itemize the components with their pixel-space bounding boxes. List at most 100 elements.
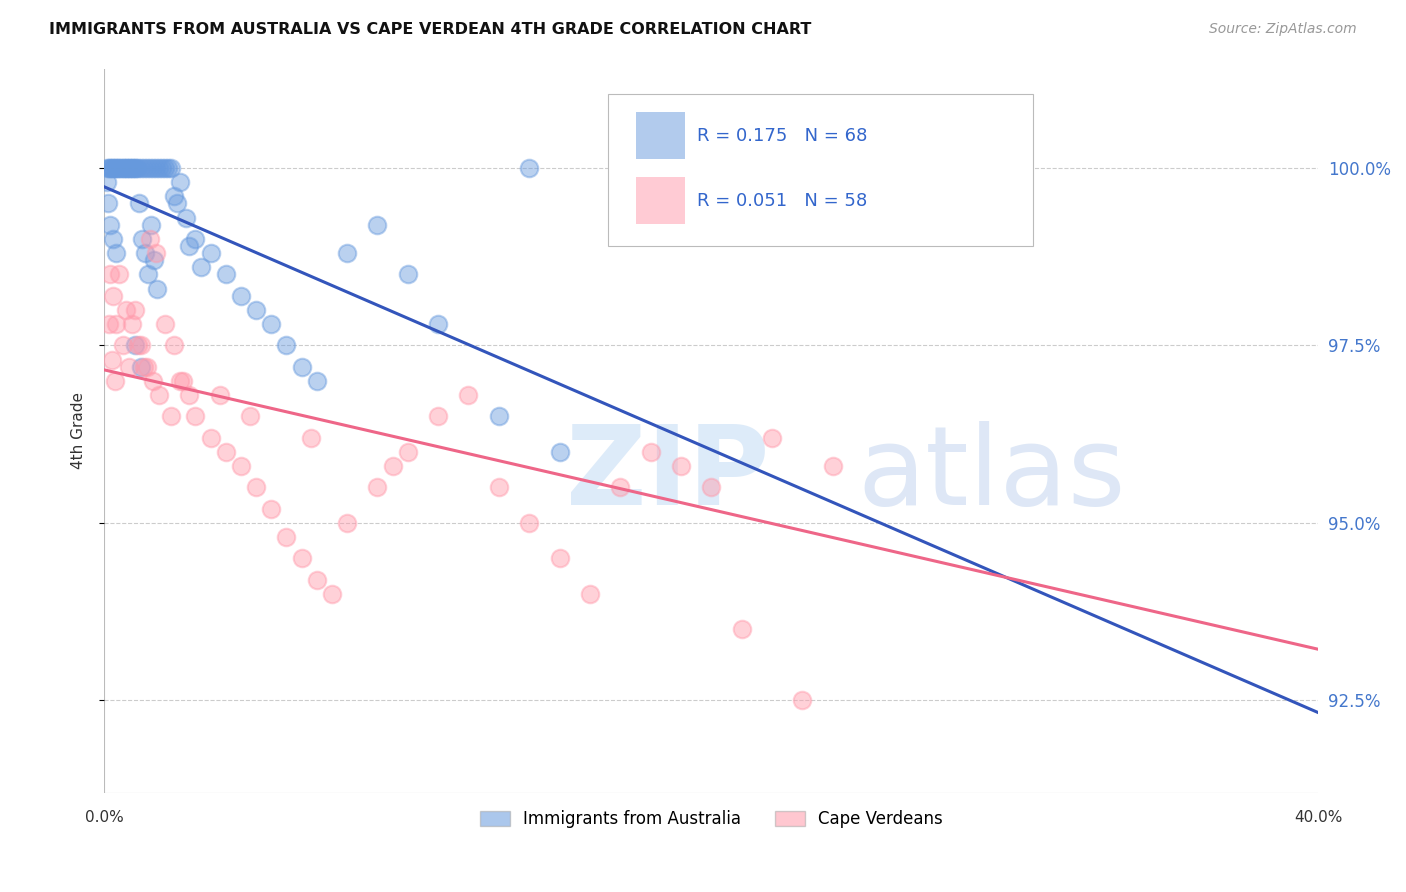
- Text: atlas: atlas: [858, 420, 1125, 527]
- Point: [111, 161, 134, 175]
- Point: [103, 289, 125, 303]
- Point: [488, 480, 510, 494]
- Point: [129, 359, 152, 374]
- Point: [160, 409, 183, 424]
- Point: [146, 282, 169, 296]
- Point: [457, 388, 479, 402]
- Point: [299, 431, 322, 445]
- Point: [96, 175, 118, 189]
- Point: [132, 161, 155, 175]
- Point: [135, 161, 157, 175]
- Point: [366, 480, 388, 494]
- Point: [97, 317, 120, 331]
- Point: [548, 551, 571, 566]
- Point: [640, 445, 662, 459]
- Point: [111, 338, 134, 352]
- Point: [700, 480, 723, 494]
- Point: [517, 516, 540, 530]
- Point: [117, 359, 139, 374]
- Point: [579, 587, 602, 601]
- Point: [336, 516, 359, 530]
- FancyBboxPatch shape: [609, 94, 1033, 246]
- Point: [135, 359, 157, 374]
- Point: [127, 338, 149, 352]
- Point: [381, 459, 404, 474]
- Y-axis label: 4th Grade: 4th Grade: [72, 392, 86, 469]
- Point: [609, 480, 631, 494]
- Point: [730, 623, 752, 637]
- Text: Source: ZipAtlas.com: Source: ZipAtlas.com: [1209, 22, 1357, 37]
- Point: [98, 161, 121, 175]
- Point: [132, 359, 155, 374]
- Point: [184, 232, 207, 246]
- Point: [912, 161, 935, 175]
- Point: [260, 317, 283, 331]
- Point: [396, 268, 419, 282]
- Point: [190, 260, 212, 275]
- Point: [517, 161, 540, 175]
- Bar: [636, 112, 685, 159]
- Point: [174, 211, 197, 225]
- Point: [142, 161, 165, 175]
- Point: [276, 338, 298, 352]
- Point: [200, 246, 222, 260]
- Point: [160, 161, 183, 175]
- Point: [134, 246, 156, 260]
- Point: [114, 161, 136, 175]
- Point: [104, 374, 127, 388]
- Point: [761, 431, 783, 445]
- Point: [101, 352, 124, 367]
- Point: [488, 409, 510, 424]
- Point: [153, 161, 176, 175]
- Point: [208, 388, 231, 402]
- Text: 0.0%: 0.0%: [84, 811, 124, 825]
- Text: R = 0.175   N = 68: R = 0.175 N = 68: [697, 127, 868, 145]
- Point: [101, 161, 124, 175]
- Point: [98, 218, 121, 232]
- Point: [115, 161, 138, 175]
- Point: [104, 161, 127, 175]
- Point: [305, 374, 328, 388]
- Bar: [636, 178, 685, 224]
- Text: 40.0%: 40.0%: [1294, 811, 1343, 825]
- Point: [101, 232, 124, 246]
- Point: [117, 161, 139, 175]
- Point: [131, 232, 153, 246]
- Point: [114, 302, 136, 317]
- Point: [110, 161, 132, 175]
- Text: R = 0.051   N = 58: R = 0.051 N = 58: [697, 192, 868, 210]
- Point: [427, 317, 450, 331]
- Point: [336, 246, 359, 260]
- Point: [103, 161, 125, 175]
- Point: [200, 431, 222, 445]
- Point: [669, 459, 692, 474]
- Point: [179, 239, 201, 253]
- Point: [104, 246, 127, 260]
- Point: [163, 189, 186, 203]
- Point: [153, 317, 176, 331]
- Point: [97, 161, 120, 175]
- Point: [120, 161, 142, 175]
- Point: [107, 161, 129, 175]
- Point: [157, 161, 180, 175]
- Point: [124, 161, 146, 175]
- Point: [145, 246, 167, 260]
- Point: [124, 302, 146, 317]
- Point: [396, 445, 419, 459]
- Point: [229, 289, 252, 303]
- Point: [136, 268, 159, 282]
- Point: [129, 161, 152, 175]
- Point: [427, 409, 450, 424]
- Point: [321, 587, 343, 601]
- Point: [105, 317, 128, 331]
- Point: [169, 175, 191, 189]
- Point: [143, 253, 166, 268]
- Point: [148, 388, 170, 402]
- Point: [260, 501, 283, 516]
- Point: [821, 459, 844, 474]
- Point: [150, 161, 173, 175]
- Point: [121, 317, 143, 331]
- Point: [122, 161, 145, 175]
- Point: [215, 268, 238, 282]
- Point: [290, 359, 312, 374]
